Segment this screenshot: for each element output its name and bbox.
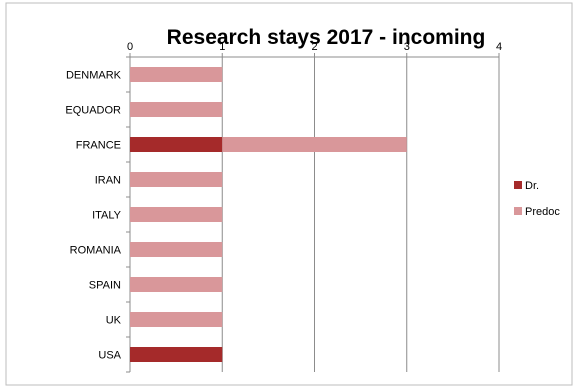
category-label: FRANCE <box>76 140 121 152</box>
category-label: SPAIN <box>89 280 121 292</box>
legend-label: Dr. <box>525 180 539 192</box>
category-labels: DENMARK EQUADOR FRANCE IRAN ITALY ROMANIA SPAI… <box>65 70 121 362</box>
x-tick-label: 0 <box>127 41 133 53</box>
bar-predoc-france <box>222 137 407 152</box>
category-label: UK <box>106 315 122 327</box>
category-label: IRAN <box>95 175 121 187</box>
chart-border <box>5 2 573 386</box>
bar-predoc-spain <box>130 277 223 292</box>
bar-predoc-italy <box>130 207 223 222</box>
bar-predoc-denmark <box>130 67 223 82</box>
bar-dr-france <box>130 137 223 152</box>
chart-title: Research stays 2017 - incoming <box>167 26 486 49</box>
category-label: ROMANIA <box>70 245 122 257</box>
category-label: USA <box>98 350 121 362</box>
bar-dr-usa <box>130 347 223 362</box>
bar-predoc-equador <box>130 102 223 117</box>
legend-swatch <box>514 181 522 189</box>
bars <box>130 67 407 362</box>
bar-predoc-uk <box>130 312 223 327</box>
x-tick-label: 4 <box>496 41 502 53</box>
bar-predoc-romania <box>130 242 223 257</box>
legend: Dr. Predoc <box>514 180 560 218</box>
category-label: DENMARK <box>66 70 122 82</box>
category-label: EQUADOR <box>65 105 121 117</box>
legend-label: Predoc <box>525 206 560 218</box>
category-label: ITALY <box>92 210 122 222</box>
x-tick-label: 1 <box>219 41 225 53</box>
legend-swatch <box>514 207 522 215</box>
bar-predoc-iran <box>130 172 223 187</box>
x-tick-label: 3 <box>404 41 410 53</box>
tick-labels: 0 1 2 3 4 <box>127 41 502 53</box>
x-tick-label: 2 <box>311 41 317 53</box>
